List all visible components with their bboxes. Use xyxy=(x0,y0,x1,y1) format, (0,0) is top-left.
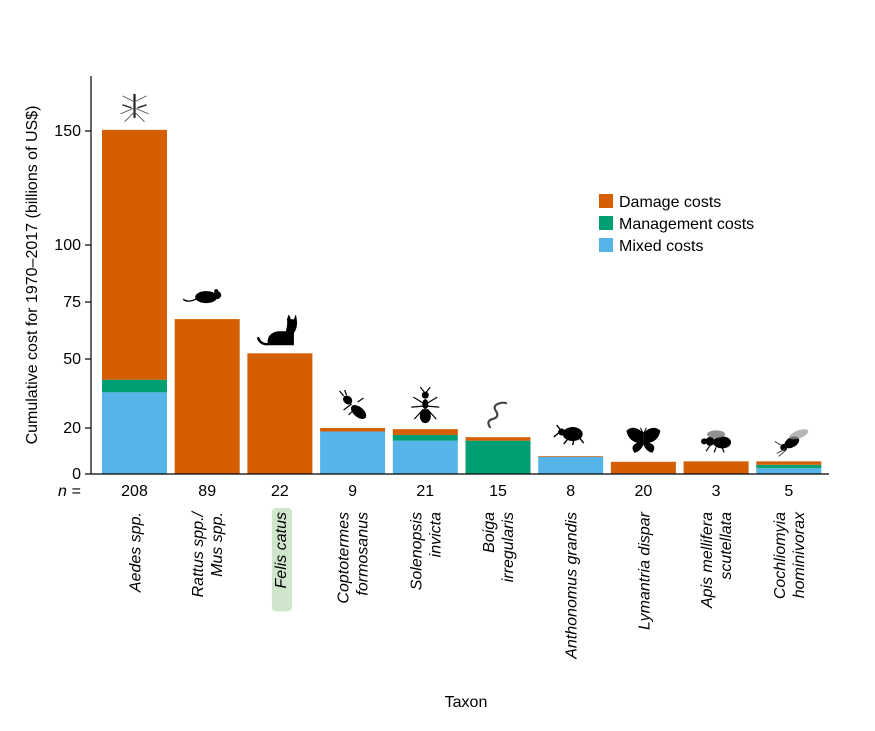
bar-segment-mixed-costs xyxy=(538,456,604,474)
bar-segment-management-costs xyxy=(756,464,822,469)
termite-icon xyxy=(339,389,367,419)
y-tick-label: 75 xyxy=(63,294,81,311)
bar-segment-damage-costs xyxy=(320,428,386,432)
x-tick-label: Boiga irregularis xyxy=(481,512,517,582)
n-count-label: 8 xyxy=(566,483,575,500)
bar-segment-damage-costs xyxy=(538,456,604,457)
n-count-label: 9 xyxy=(348,483,357,500)
n-count-label: 89 xyxy=(198,483,216,500)
cat-icon xyxy=(256,314,298,346)
y-tick-label: 150 xyxy=(54,123,81,140)
legend-swatch xyxy=(599,194,613,208)
y-ticks-group: 0 20 50 75 100 150 xyxy=(54,123,91,483)
n-count-label: 3 xyxy=(712,483,721,500)
ant-icon xyxy=(411,386,440,424)
y-tick-label: 100 xyxy=(54,237,81,254)
x-tick-label: Solenopsis invicta xyxy=(408,512,444,590)
x-tick-label: Rattus spp./Mus spp. xyxy=(190,510,226,597)
weevil-icon xyxy=(553,424,585,446)
moth-icon xyxy=(626,427,661,453)
bar-segment-management-costs xyxy=(392,434,458,441)
bar-segment-mixed-costs xyxy=(102,392,167,474)
x-tick-labels-group: Aedes spp. Rattus spp./Mus spp. Felis catu… xyxy=(128,508,808,660)
n-count-label: 21 xyxy=(416,483,434,500)
x-tick-label-line1: Cochliomyia xyxy=(772,512,789,599)
y-tick-label: 20 xyxy=(63,420,81,437)
bar-segment-mixed-costs xyxy=(756,468,822,474)
n-count-label: 22 xyxy=(271,483,289,500)
bar-segment-management-costs xyxy=(102,379,167,393)
y-tick-label: 50 xyxy=(63,351,81,368)
x-axis-title: Taxon xyxy=(445,694,488,711)
x-tick-label: Lymantria dispar xyxy=(636,511,653,630)
x-tick-label: Felis catus xyxy=(271,508,292,612)
bee-icon xyxy=(701,430,732,453)
x-tick-label-line1: Anthonomus grandis xyxy=(564,512,581,660)
x-tick-label: Anthonomus grandis xyxy=(564,512,581,660)
y-axis-title: Cumulative cost for 1970–2017 (billions … xyxy=(24,106,41,445)
bar-segment-damage-costs xyxy=(756,461,822,465)
legend-label: Management costs xyxy=(619,216,754,233)
bar-segment-damage-costs xyxy=(683,461,749,474)
x-tick-label-line2: irregularis xyxy=(500,512,517,582)
rat-icon xyxy=(182,289,222,304)
bar-segment-management-costs xyxy=(465,440,531,474)
x-tick-label-line1: Coptotermes xyxy=(336,512,353,604)
x-tick-label-line1: Rattus spp./ xyxy=(190,510,207,597)
x-tick-label-line2: invicta xyxy=(427,512,444,557)
x-tick-label-line1: Lymantria dispar xyxy=(636,511,653,630)
x-tick-label-line1: Boiga xyxy=(481,512,498,553)
legend-swatch xyxy=(599,238,613,252)
bar-segment-damage-costs xyxy=(465,437,531,441)
bar-segment-damage-costs xyxy=(392,429,458,435)
fly-icon xyxy=(774,429,809,457)
x-tick-label: Cochliomyia hominivorax xyxy=(772,511,808,599)
mosquito-icon xyxy=(120,93,149,123)
legend: Damage costs Management costs Mixed costs xyxy=(599,194,754,255)
x-tick-label: Aedes spp. xyxy=(128,512,145,593)
legend-label: Mixed costs xyxy=(619,238,703,255)
bar-segment-damage-costs xyxy=(102,129,167,380)
axes-group xyxy=(90,76,829,475)
legend-swatch xyxy=(599,216,613,230)
x-tick-label-line2: Mus spp. xyxy=(209,512,226,577)
x-tick-label-line2: hominivorax xyxy=(791,511,808,598)
bar-segment-mixed-costs xyxy=(392,440,458,474)
x-tick-label-line2: formosanus xyxy=(355,512,372,596)
label-highlight xyxy=(271,508,292,612)
bars-group xyxy=(102,129,822,475)
bar-segment-mixed-costs xyxy=(320,431,386,474)
x-tick-label-line1: Felis catus xyxy=(273,512,290,588)
x-tick-label-line1: Apis mellifera xyxy=(699,512,716,609)
x-tick-label-line1: Solenopsis xyxy=(408,512,425,590)
y-tick-label: 0 xyxy=(72,466,81,483)
x-tick-label-line1: Aedes spp. xyxy=(128,512,145,593)
n-labels-group: n = 208 89 22 9 21 15 8 20 3 5 xyxy=(58,483,793,500)
n-count-label: 20 xyxy=(635,483,653,500)
bar-segment-damage-costs xyxy=(610,461,676,474)
x-tick-label-line2: scutellata xyxy=(718,512,735,580)
x-tick-label: Apis mellifera scutellata xyxy=(699,512,735,609)
n-count-label: 15 xyxy=(489,483,507,500)
bar-segment-damage-costs xyxy=(247,353,313,474)
bar-segment-damage-costs xyxy=(174,319,240,474)
taxon-icons xyxy=(120,93,809,457)
legend-label: Damage costs xyxy=(619,194,721,211)
n-count-label: 5 xyxy=(784,483,793,500)
n-count-label: 208 xyxy=(121,483,148,500)
snake-icon xyxy=(487,401,508,429)
n-prefix-label: n = xyxy=(58,483,81,500)
x-tick-label: Coptotermes formosanus xyxy=(336,512,372,604)
